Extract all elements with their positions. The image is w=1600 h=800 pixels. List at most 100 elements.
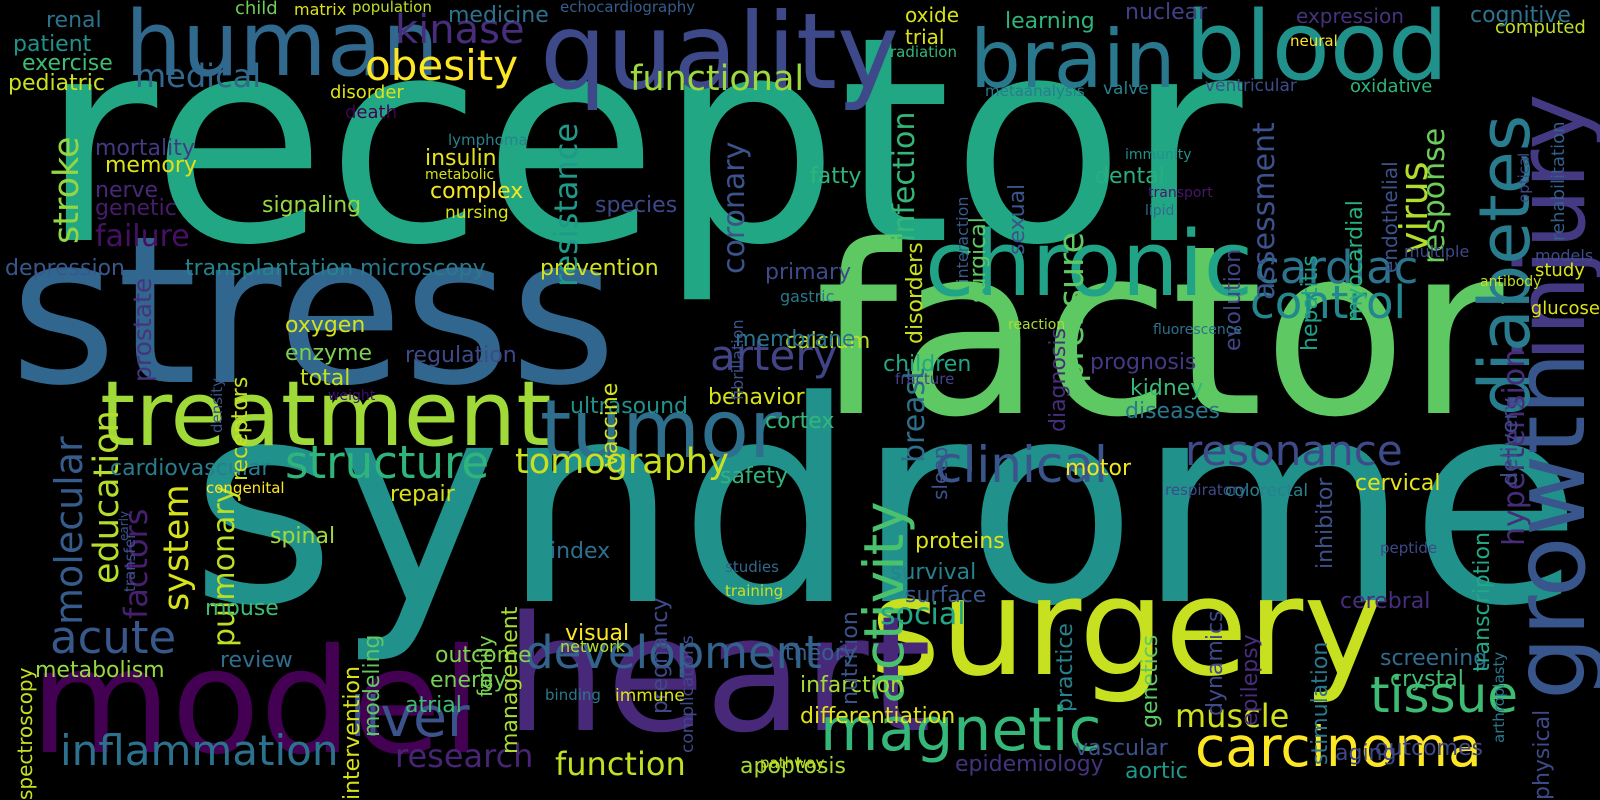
word-blood: blood	[1185, 0, 1449, 102]
word-transcription: transcription	[1470, 531, 1495, 672]
word-early: early	[117, 510, 131, 541]
word-inhibitor: inhibitor	[1313, 477, 1338, 569]
word-gastric: gastric	[780, 287, 835, 306]
word-family: family	[473, 635, 497, 697]
word-transplantation: transplantation	[185, 256, 354, 281]
word-medical: medical	[135, 57, 262, 95]
word-disorders: disorders	[903, 242, 928, 344]
word-weight: weight	[328, 388, 376, 404]
word-fatty: fatty	[810, 164, 862, 189]
word-stress: stress	[10, 193, 617, 431]
word-hepatitis: hepatitis	[1298, 254, 1323, 351]
word-screening: screening	[1380, 646, 1488, 671]
word-total: total	[300, 366, 351, 391]
word-nerve: nerve	[95, 178, 159, 203]
word-syndrome: syndrome	[190, 342, 1583, 668]
word-receptors: receptors	[228, 376, 253, 481]
word-cortex: cortex	[765, 409, 835, 434]
word-surface: surface	[905, 583, 987, 608]
word-dynamics: dynamics	[1203, 610, 1228, 716]
word-prevention: prevention	[540, 256, 659, 281]
word-fracture: fracture	[895, 370, 955, 388]
word-species: species	[595, 193, 678, 218]
word-lymphoma: lymphoma	[448, 131, 528, 149]
word-primary: primary	[765, 260, 852, 285]
word-surgery: surgery	[870, 549, 1384, 706]
word-tumor: tumor	[540, 383, 782, 476]
word-muscle: muscle	[1175, 697, 1290, 735]
word-chronic: chronic	[925, 212, 1254, 317]
word-insulin: insulin	[425, 146, 497, 171]
word-network: network	[560, 637, 625, 656]
word-matrix: matrix	[294, 0, 347, 19]
word-complex: complex	[430, 179, 524, 204]
word-molecular: molecular	[47, 436, 91, 626]
word-atrial: atrial	[405, 693, 462, 718]
word-fibrillation: fibrillation	[728, 319, 747, 401]
word-energy: energy	[430, 668, 507, 693]
word-trial: trial	[905, 25, 945, 49]
word-stroke: stroke	[47, 136, 87, 244]
word-coronary: coronary	[717, 141, 752, 274]
word-aortic: aortic	[1125, 759, 1188, 784]
word-structure: structure	[285, 436, 490, 489]
word-brain: brain	[970, 13, 1176, 106]
word-pediatric: pediatric	[8, 71, 105, 96]
word-medicine: medicine	[448, 3, 549, 28]
word-model: model	[30, 618, 482, 787]
word-diseases: diseases	[1125, 399, 1221, 424]
word-differentiation: differentiation	[800, 704, 956, 729]
word-depression: depression	[5, 256, 126, 281]
word-calcium: calcium	[785, 329, 871, 354]
word-immune: immune	[615, 686, 685, 706]
word-prognosis: prognosis	[1090, 350, 1197, 375]
word-vascular: vascular	[1075, 736, 1168, 761]
word-survival: survival	[890, 560, 977, 585]
word-kinase: kinase	[395, 7, 525, 53]
word-ultrasound: ultrasound	[570, 394, 688, 419]
word-computed: computed	[1495, 17, 1586, 38]
word-quality: quality	[540, 0, 900, 113]
word-population: population	[352, 0, 432, 16]
word-signaling: signaling	[262, 193, 362, 218]
word-sleep: sleep	[928, 446, 952, 500]
word-studies: studies	[725, 558, 779, 576]
word-function: function	[555, 745, 686, 783]
word-transport: transport	[1148, 185, 1213, 201]
word-density: density	[208, 378, 226, 433]
word-artery: artery	[710, 331, 838, 380]
word-exercise: exercise	[22, 51, 113, 76]
word-oxidative: oxidative	[1350, 76, 1433, 97]
word-metabolic: metabolic	[425, 167, 495, 183]
word-pulmonary: pulmonary	[207, 485, 242, 647]
word-theory: theory	[785, 641, 857, 666]
word-tomography: tomography	[515, 442, 729, 482]
word-peptide: peptide	[1380, 539, 1438, 557]
word-receptor: receptor	[40, 0, 1243, 308]
word-apoptosis: apoptosis	[740, 754, 846, 779]
word-endothelial: endothelial	[1378, 161, 1402, 273]
word-respiratory: respiratory	[1165, 481, 1248, 499]
word-ventricular: ventricular	[1205, 76, 1297, 96]
word-heart: heart	[505, 581, 932, 768]
word-development: development	[525, 626, 822, 679]
word-index: index	[550, 539, 611, 564]
word-reaction: reaction	[1008, 317, 1066, 333]
word-failure: failure	[95, 219, 190, 254]
word-cardiovascular: cardiovascular	[110, 456, 271, 481]
word-prostate: prostate	[128, 277, 157, 382]
word-epidemiology: epidemiology	[955, 752, 1104, 777]
word-interaction: interaction	[953, 196, 972, 283]
word-crystal: crystal	[1390, 667, 1464, 692]
word-motor: motor	[1065, 456, 1132, 481]
word-diagnosis: diagnosis	[1046, 327, 1071, 432]
word-infarction: infarction	[800, 673, 905, 698]
word-models: models	[1535, 246, 1594, 265]
word-spectroscopy: spectroscopy	[13, 667, 37, 800]
word-study: study	[1535, 260, 1585, 281]
word-transfer: transfer	[121, 532, 139, 592]
word-regulation: regulation	[405, 343, 517, 368]
word-metabolism: metabolism	[35, 658, 165, 683]
word-genetics: genetics	[1138, 634, 1163, 728]
word-research: research	[395, 737, 534, 775]
